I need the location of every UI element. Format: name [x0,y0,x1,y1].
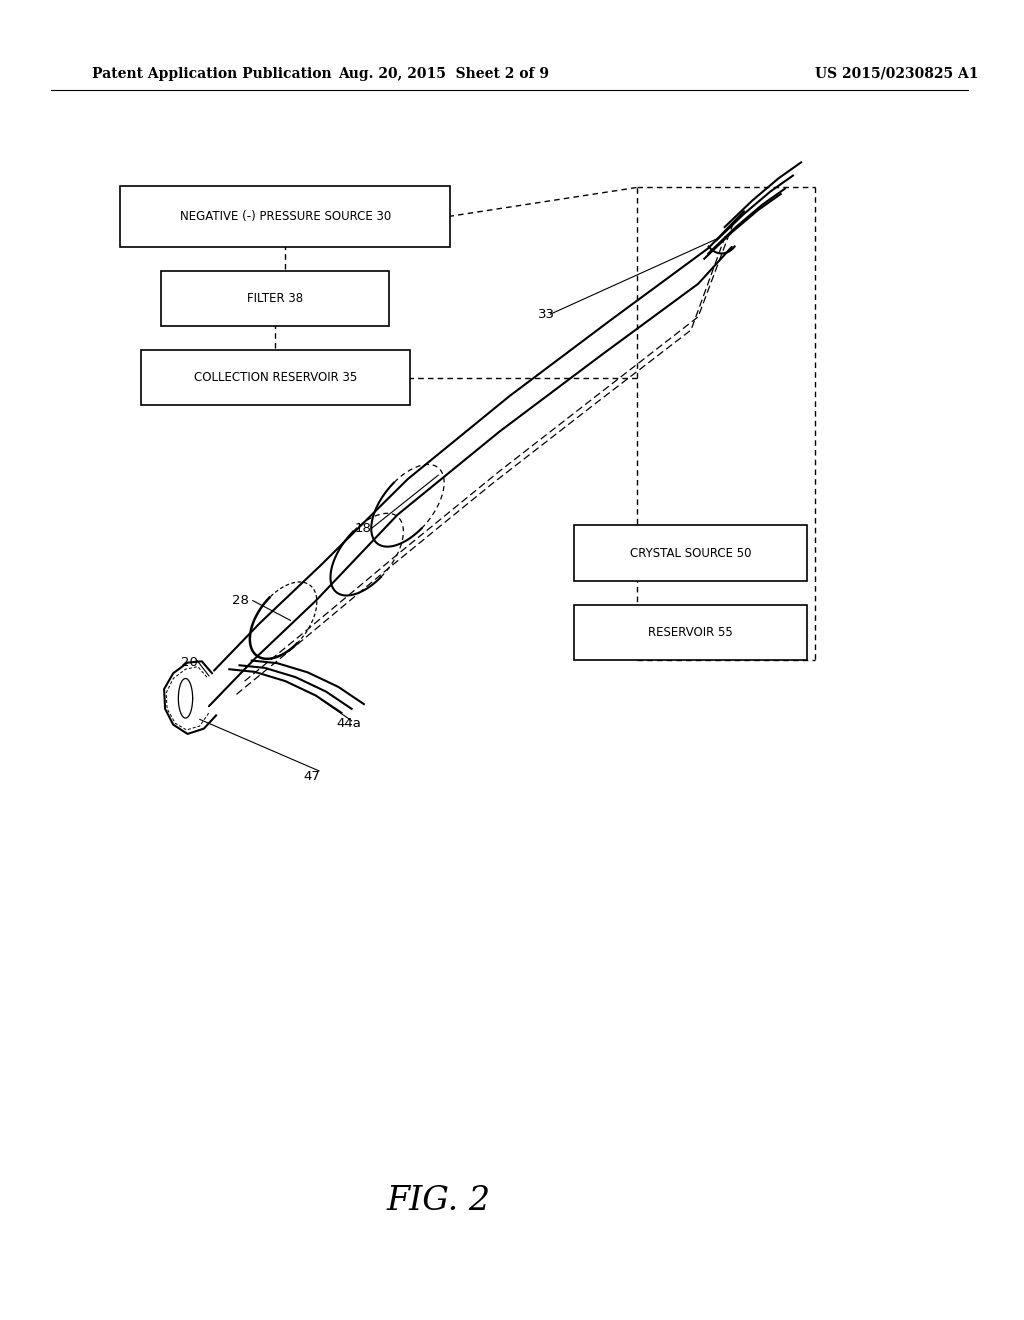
Text: 33: 33 [539,308,555,321]
Text: 28: 28 [232,594,249,607]
Text: FIG. 2: FIG. 2 [386,1185,490,1217]
FancyBboxPatch shape [573,525,807,581]
Text: FILTER 38: FILTER 38 [247,292,303,305]
FancyBboxPatch shape [140,350,410,405]
Text: US 2015/0230825 A1: US 2015/0230825 A1 [815,67,979,81]
Text: COLLECTION RESERVOIR 35: COLLECTION RESERVOIR 35 [194,371,356,384]
Text: RESERVOIR 55: RESERVOIR 55 [648,626,733,639]
Text: NEGATIVE (-) PRESSURE SOURCE 30: NEGATIVE (-) PRESSURE SOURCE 30 [180,210,391,223]
Text: 47: 47 [304,770,321,783]
Text: 44a: 44a [336,717,361,730]
FancyBboxPatch shape [161,271,389,326]
Text: Aug. 20, 2015  Sheet 2 of 9: Aug. 20, 2015 Sheet 2 of 9 [338,67,549,81]
Text: Patent Application Publication: Patent Application Publication [92,67,332,81]
FancyBboxPatch shape [573,605,807,660]
Text: 18: 18 [354,521,372,535]
Text: 20: 20 [181,656,199,669]
FancyBboxPatch shape [120,186,451,247]
Text: CRYSTAL SOURCE 50: CRYSTAL SOURCE 50 [630,546,752,560]
